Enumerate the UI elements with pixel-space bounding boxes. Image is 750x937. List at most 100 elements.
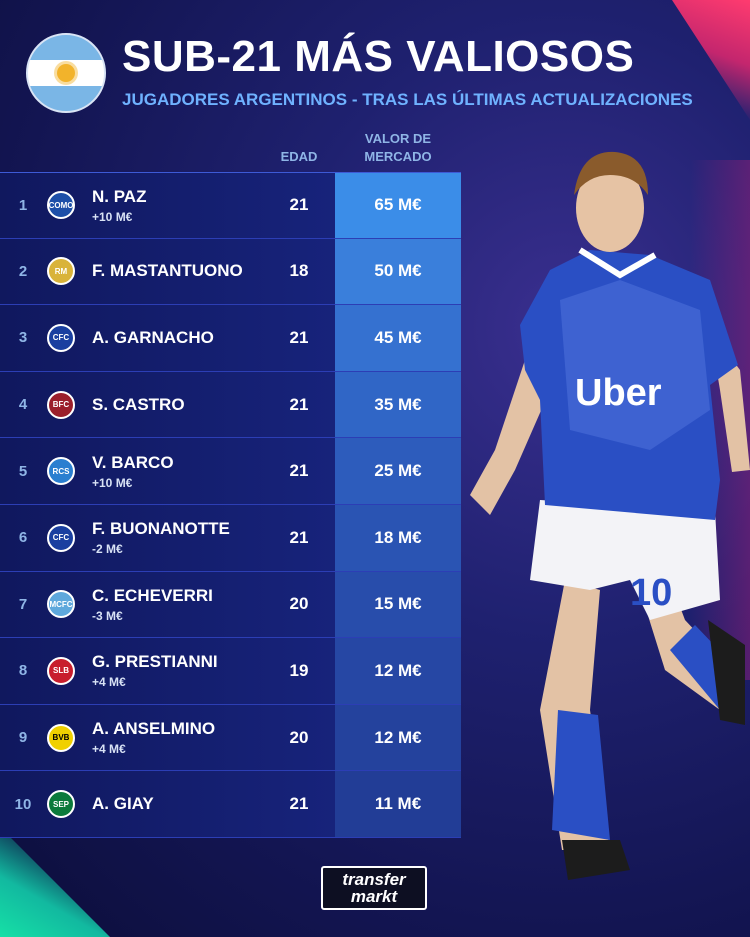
player-name: F. BUONANOTTE (92, 519, 230, 539)
market-value: 25 M€ (335, 438, 461, 504)
table-row: 4 BFC S. CASTRO 21 35 M€ (0, 371, 461, 439)
market-value: 35 M€ (335, 371, 461, 438)
value-change: +10 M€ (92, 475, 133, 490)
value-change: -3 M€ (92, 608, 123, 623)
table-row: 1 COMO N. PAZ +10 M€ 21 65 M€ (0, 172, 461, 239)
argentina-flag-icon (26, 33, 106, 113)
value-change: +4 M€ (92, 675, 126, 690)
transfermarkt-logo: transfer markt (321, 866, 427, 910)
column-header-value-line2: MERCADO (364, 149, 432, 164)
player-info: G. PRESTIANNI +4 M€ (92, 638, 218, 704)
player-info: C. ECHEVERRI -3 M€ (92, 572, 213, 638)
chelsea-crest-icon: CFC (47, 323, 75, 352)
benfica-crest-icon: SLB (47, 656, 75, 685)
column-header-value-line1: VALOR DE (364, 131, 432, 146)
value-change: +4 M€ (92, 742, 126, 757)
player-left-boot (562, 840, 630, 880)
player-age: 21 (289, 461, 309, 481)
player-hair (574, 151, 648, 195)
jersey-texture (560, 280, 710, 450)
rank-number: 3 (18, 329, 28, 347)
player-age: 21 (289, 195, 309, 215)
page-title: SUB-21 MÁS VALIOSOS (122, 32, 635, 81)
chelsea-crest-icon: CFC (47, 523, 75, 552)
como-crest-icon: COMO (47, 191, 75, 220)
player-age: 20 (289, 594, 309, 614)
logo-line1: transfer (342, 870, 406, 889)
table-row: 6 CFC F. BUONANOTTE -2 M€ 21 18 M€ (0, 504, 461, 572)
rank-number: 4 (18, 396, 28, 414)
column-header-market-value: VALOR DE MERCADO (344, 130, 452, 166)
player-name: V. BARCO (92, 452, 174, 472)
player-age: 21 (289, 794, 309, 814)
player-age: 21 (289, 394, 309, 414)
player-info: F. BUONANOTTE -2 M€ (92, 505, 230, 571)
table-row: 2 RM F. MASTANTUONO 18 50 M€ (0, 238, 461, 306)
manchester-city-crest-icon: MCFC (47, 590, 75, 619)
player-name: G. PRESTIANNI (92, 652, 218, 672)
column-header-age: EDAD (280, 149, 318, 164)
player-shorts (530, 500, 720, 620)
player-name: F. MASTANTUONO (92, 261, 243, 281)
player-info: S. CASTRO (92, 372, 185, 438)
sun-of-may-icon (57, 64, 75, 82)
bologna-crest-icon: BFC (47, 390, 75, 419)
market-value: 45 M€ (335, 305, 461, 371)
player-name: A. GIAY (92, 794, 154, 814)
palmeiras-crest-icon: SEP (47, 790, 75, 819)
player-info: N. PAZ +10 M€ (92, 173, 146, 238)
table-row: 8 SLB G. PRESTIANNI +4 M€ 19 12 M€ (0, 638, 461, 705)
player-right-boot (708, 620, 745, 725)
table-row: 10 SEP A. GIAY 21 11 M€ (0, 771, 461, 838)
player-arm-left (470, 360, 550, 515)
market-value: 12 M€ (335, 638, 461, 704)
jersey-collar (578, 247, 657, 279)
rank-number: 1 (18, 196, 28, 214)
table-row: 9 BVB A. ANSELMINO +4 M€ 20 12 M€ (0, 704, 461, 772)
player-age: 18 (289, 261, 309, 281)
market-value: 15 M€ (335, 571, 461, 638)
player-head (576, 164, 644, 252)
table-row: 7 MCFC C. ECHEVERRI -3 M€ 20 15 M€ (0, 571, 461, 639)
player-name: C. ECHEVERRI (92, 585, 213, 605)
logo-line2: markt (350, 887, 398, 906)
player-info: A. GARNACHO (92, 305, 214, 371)
market-value: 65 M€ (335, 173, 461, 238)
value-change: -2 M€ (92, 542, 123, 557)
table-row: 5 RCS V. BARCO +10 M€ 21 25 M€ (0, 438, 461, 505)
player-age: 21 (289, 327, 309, 347)
player-name: N. PAZ (92, 186, 147, 206)
rank-number: 9 (18, 729, 28, 747)
player-age: 21 (289, 527, 309, 547)
player-info: V. BARCO +10 M€ (92, 438, 174, 504)
player-left-sock (552, 710, 610, 840)
player-age: 20 (289, 727, 309, 747)
player-age: 19 (289, 660, 309, 680)
rank-number: 2 (18, 262, 28, 280)
jersey-sponsor: Uber (575, 372, 662, 414)
player-info: F. MASTANTUONO (92, 239, 243, 305)
player-name: A. ANSELMINO (92, 719, 216, 739)
player-name: A. GARNACHO (92, 327, 214, 347)
rank-number: 5 (18, 462, 28, 480)
player-name: S. CASTRO (92, 394, 185, 414)
rank-number: 8 (18, 662, 28, 680)
player-info: A. ANSELMINO +4 M€ (92, 705, 215, 771)
shorts-number: 10 (630, 572, 672, 614)
player-info: A. GIAY (92, 771, 154, 837)
market-value: 18 M€ (335, 504, 461, 571)
ranking-table: 1 COMO N. PAZ +10 M€ 21 65 M€ 2 RM F. MA… (0, 172, 461, 838)
market-value: 11 M€ (335, 771, 461, 837)
rank-number: 6 (18, 529, 28, 547)
market-value: 50 M€ (335, 238, 461, 305)
corner-accent-bottom-left (0, 827, 110, 937)
table-row: 3 CFC A. GARNACHO 21 45 M€ (0, 305, 461, 372)
strasbourg-crest-icon: RCS (47, 457, 75, 486)
player-illustration: 10 Uber (470, 151, 750, 880)
value-change: +10 M€ (92, 209, 133, 224)
dortmund-crest-icon: BVB (47, 723, 75, 752)
market-value: 12 M€ (335, 704, 461, 771)
page-subtitle: JUGADORES ARGENTINOS - TRAS LAS ÚLTIMAS … (122, 90, 693, 109)
real-madrid-crest-icon: RM (47, 257, 75, 286)
rank-number: 7 (18, 595, 28, 613)
